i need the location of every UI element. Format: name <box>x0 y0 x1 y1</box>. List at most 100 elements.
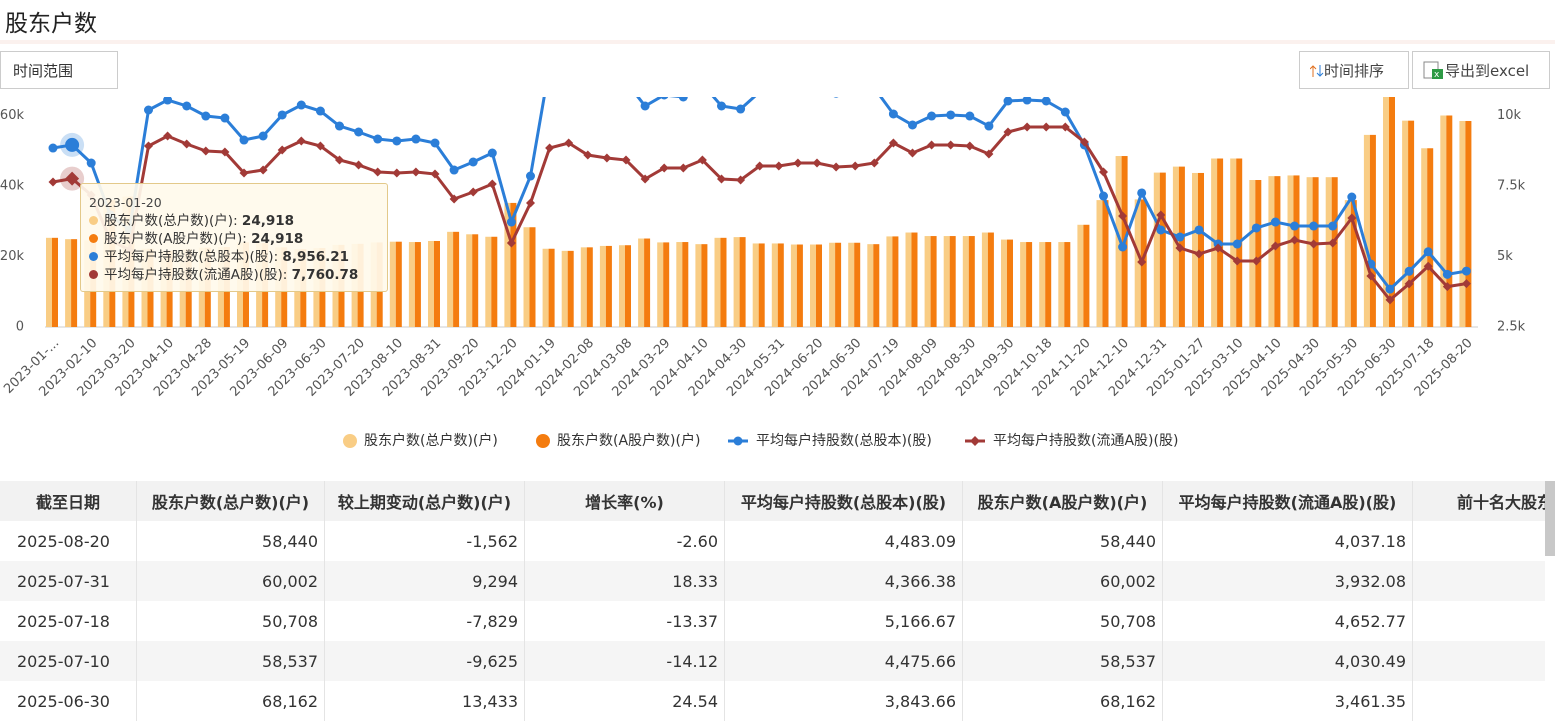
excel-icon: x <box>1423 61 1443 80</box>
bar <box>682 242 689 327</box>
y-tick-label: 40k <box>0 179 24 194</box>
header-cell: 股东户数(A股户数)(户) <box>962 481 1163 521</box>
table-cell: 18.33 <box>524 561 725 601</box>
legend-marker <box>343 434 357 448</box>
legend-label: 平均每户持股数(总股本)(股) <box>756 432 932 449</box>
marker <box>144 141 153 151</box>
marker <box>373 134 383 144</box>
table-cell: 68,162 <box>136 681 325 721</box>
table-cell: 2025-07-18 <box>0 601 137 641</box>
bar <box>816 244 822 327</box>
marker <box>201 146 211 156</box>
marker <box>430 169 440 179</box>
marker <box>946 140 956 150</box>
table-cell: 2025-08-20 <box>0 521 137 561</box>
marker <box>908 120 917 130</box>
bar <box>561 250 568 327</box>
svg-text:x: x <box>1434 70 1440 80</box>
table-cell: 3,932.08 <box>1162 561 1413 601</box>
sort-icon <box>1309 65 1324 77</box>
export-button[interactable]: x 导出到excel <box>1412 51 1550 89</box>
marker <box>965 141 975 151</box>
marker <box>506 238 516 248</box>
marker <box>1003 127 1013 137</box>
marker <box>239 168 249 178</box>
bar <box>548 248 555 327</box>
table-row: 2025-07-31 60,002 9,294 18.33 4,366.38 60,002… <box>0 561 1545 601</box>
marker <box>239 135 249 145</box>
bar <box>701 244 708 327</box>
bar <box>1465 120 1472 328</box>
marker <box>659 163 669 173</box>
marker <box>946 110 956 120</box>
header-cell: 较上期变动(总户数)(户) <box>324 481 525 521</box>
marker <box>430 138 440 148</box>
bar <box>1192 172 1198 327</box>
bar <box>1039 242 1046 327</box>
marker <box>163 97 173 105</box>
marker <box>1022 97 1032 105</box>
header-row: 截至日期 股东户数(总户数)(户) 较上期变动(总户数)(户) 增长率(%) 平均每户持… <box>0 481 1545 521</box>
table-wrap: 截至日期 股东户数(总户数)(户) 较上期变动(总户数)(户) 增长率(%) 平均每户持… <box>0 481 1545 723</box>
bar <box>1325 177 1332 327</box>
bar <box>453 231 460 327</box>
header-cell: 平均每户持股数(总股本)(股) <box>724 481 963 521</box>
marker <box>506 217 516 227</box>
range-button[interactable]: 时间范围 <box>0 51 118 89</box>
y-tick-label: 20k <box>0 249 24 264</box>
bar <box>1083 224 1090 327</box>
marker <box>869 158 879 168</box>
marker <box>621 155 631 165</box>
marker <box>984 121 994 131</box>
bar <box>466 234 473 327</box>
bar <box>943 236 950 327</box>
header-cell: 平均每户持股数(流通A股)(股) <box>1162 481 1413 521</box>
bar <box>1363 134 1370 327</box>
marker <box>1385 295 1395 305</box>
marker <box>1194 225 1204 235</box>
bar <box>930 236 937 327</box>
bar <box>491 236 498 327</box>
sort-button[interactable]: 时间排序 <box>1299 51 1409 89</box>
scrollbar[interactable] <box>1545 481 1555 556</box>
marker <box>487 179 497 189</box>
marker <box>888 109 898 119</box>
marker <box>526 198 535 208</box>
bar <box>1064 242 1071 327</box>
table-cell: -2.60 <box>524 521 725 561</box>
bar <box>854 242 861 327</box>
bar <box>71 239 78 327</box>
marker <box>545 143 555 153</box>
marker <box>468 157 478 167</box>
line <box>52 97 1467 292</box>
marker <box>1137 188 1147 198</box>
marker <box>831 162 841 172</box>
bar <box>987 232 994 327</box>
tooltip-row: 平均每户持股数(流通A股)(股): 7,760.78 <box>89 266 379 284</box>
bar <box>485 236 492 327</box>
marker <box>201 111 211 121</box>
page-title: 股东户数 <box>5 11 97 37</box>
bar <box>1287 175 1294 327</box>
tooltip-row: 股东户数(总户数)(户): 24,918 <box>89 212 379 230</box>
bar <box>414 242 421 327</box>
bar <box>1389 97 1395 328</box>
table-cell: 50,708 <box>136 601 325 641</box>
marker <box>717 174 726 184</box>
marker <box>277 145 287 155</box>
marker <box>793 158 803 168</box>
marker <box>602 153 612 163</box>
table-cell: 4,366.38 <box>724 561 963 601</box>
bar <box>905 232 912 327</box>
marker <box>1328 221 1338 231</box>
tooltip-dot <box>89 234 98 243</box>
bar <box>644 238 651 327</box>
marker <box>1442 269 1452 279</box>
bar <box>1255 180 1262 327</box>
bar <box>1134 199 1141 327</box>
marker <box>296 136 306 146</box>
marker <box>678 97 688 102</box>
bar <box>968 236 975 327</box>
table-cell: 58,537 <box>962 641 1163 681</box>
marker <box>1079 137 1089 147</box>
